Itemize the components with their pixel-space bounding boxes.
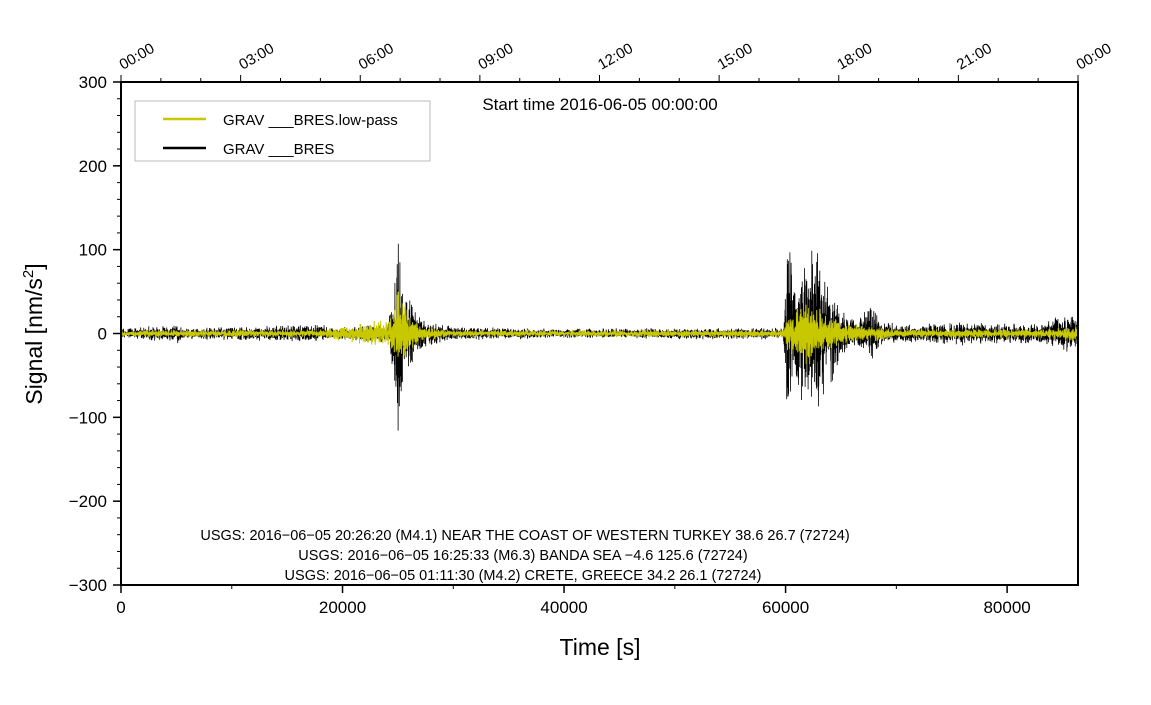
top-tick-label: 15:00	[715, 40, 756, 73]
top-tick-label: 21:00	[954, 40, 995, 73]
start-time-label: Start time 2016-06-05 00:00:00	[482, 95, 717, 114]
x-tick-label: 80000	[983, 598, 1030, 617]
annotation-2: USGS: 2016−06−05 16:25:33 (M6.3) BANDA S…	[298, 548, 747, 564]
top-tick-label: 18:00	[834, 40, 875, 73]
top-tick-label: 12:00	[595, 40, 636, 73]
x-axis-label: Time [s]	[560, 634, 641, 660]
y-tick-label: 300	[79, 73, 107, 92]
annotation-1: USGS: 2016−06−05 20:26:20 (M4.1) NEAR TH…	[200, 528, 849, 544]
raw-signal-trace	[120, 243, 1079, 431]
y-tick-label: −200	[69, 492, 107, 511]
top-tick-label: 06:00	[356, 40, 397, 73]
top-tick-label: 00:00	[117, 40, 158, 73]
lowpass-signal-trace	[120, 291, 1079, 365]
traces	[120, 243, 1079, 431]
top-tick-label: 00:00	[1074, 40, 1115, 73]
y-tick-label: 200	[79, 157, 107, 176]
y-axis-label: Signal [nm/s2]	[20, 263, 47, 404]
legend-label-raw: GRAV ___BRES	[223, 141, 334, 158]
x-tick-label: 60000	[762, 598, 809, 617]
y-tick-label: −100	[69, 408, 107, 427]
legend-label-lowpass: GRAV ___BRES.low-pass	[223, 112, 398, 129]
legend-box	[134, 100, 431, 162]
annotation-3: USGS: 2016−06−05 01:11:30 (M4.2) CRETE, …	[285, 568, 762, 584]
y-tick-label: −300	[69, 576, 107, 595]
y-tick-label: 0	[98, 325, 107, 344]
top-tick-label: 03:00	[236, 40, 277, 73]
top-tick-label: 09:00	[475, 40, 516, 73]
x-tick-label: 20000	[319, 598, 366, 617]
x-tick-label: 0	[116, 598, 125, 617]
legend: GRAV ___BRES.low-pass GRAV ___BRES	[134, 100, 431, 162]
x-tick-label: 40000	[540, 598, 587, 617]
y-tick-label: 100	[79, 241, 107, 260]
